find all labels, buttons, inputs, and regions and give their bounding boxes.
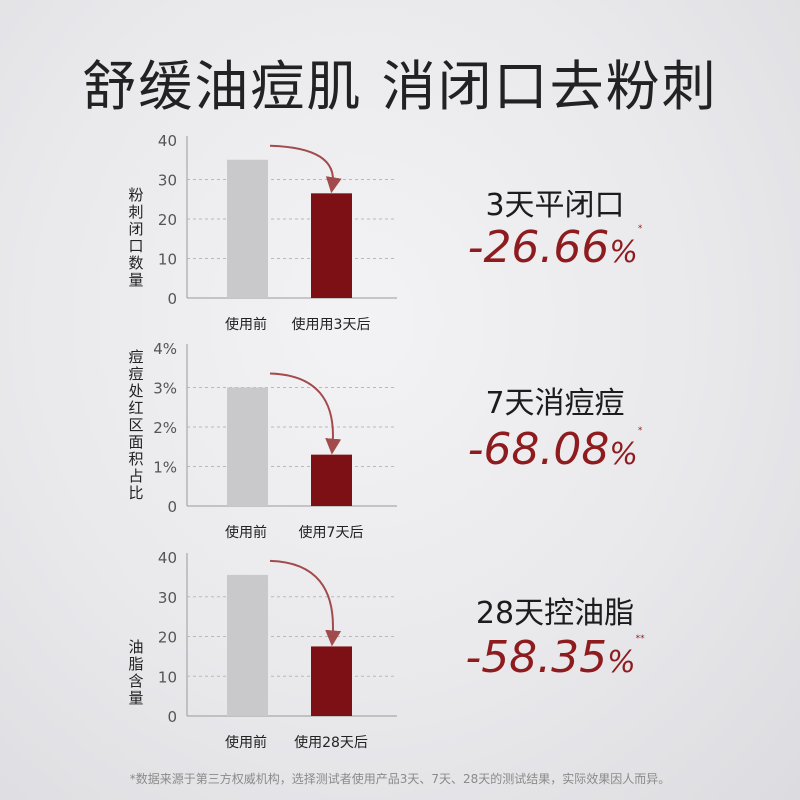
result-unit-1: %: [609, 235, 638, 270]
y-tick-label: 4%: [153, 340, 177, 358]
y-axis-label-char: 油: [128, 638, 143, 656]
result-label-3: 28天控油脂: [475, 596, 635, 631]
result-unit-3: %: [607, 645, 636, 680]
bar-before-2: [227, 387, 268, 506]
result-label-2: 7天消痘痘: [485, 386, 625, 421]
result-number-3: -58.35: [465, 632, 608, 683]
category-label: 使用用3天后: [292, 316, 371, 333]
result-unit-2: %: [609, 437, 638, 472]
y-axis-label-char: 粉: [128, 186, 143, 204]
y-axis-label-char: 占: [128, 467, 143, 485]
bar-before-3: [227, 574, 268, 716]
result-value-1: -26.66%*: [395, 222, 715, 273]
bar-after-1: [311, 193, 352, 298]
footnote: *数据来源于第三方权威机构，选择测试者使用产品3天、7天、28天的测试结果，实际…: [129, 772, 671, 786]
y-tick-label: 30: [158, 589, 177, 607]
y-axis-label-char: 痘: [128, 365, 143, 383]
category-label: 使用7天后: [299, 524, 364, 541]
result-footnote-mark-1: *: [637, 224, 643, 234]
result-value-2: -68.08%*: [395, 424, 715, 475]
y-axis-label-char: 比: [128, 484, 143, 502]
trend-arrow-2: [269, 372, 342, 455]
y-axis-label-char: 红: [128, 399, 143, 417]
bar-after-2: [311, 454, 352, 506]
y-tick-label: 10: [158, 668, 177, 686]
y-axis-label-char: 闭: [128, 220, 143, 238]
bar-after-3: [311, 646, 352, 716]
y-axis-label-char: 口: [128, 237, 143, 255]
y-tick-label: 3%: [153, 380, 177, 398]
y-axis-label-char: 量: [128, 271, 143, 289]
result-value-3: -58.35%**: [395, 632, 715, 683]
y-tick-label: 1%: [153, 459, 177, 477]
y-tick-label: 40: [158, 132, 177, 150]
y-axis-label-char: 含: [128, 672, 143, 690]
trend-arrow-1: [269, 144, 342, 194]
y-tick-label: 2%: [153, 419, 177, 437]
y-axis-label-char: 痘: [128, 348, 143, 366]
category-label: 使用前: [225, 524, 267, 541]
result-label-1: 3天平闭口: [485, 188, 625, 223]
y-tick-label: 40: [158, 549, 177, 567]
y-tick-label: 0: [167, 498, 177, 516]
y-axis-label-char: 刺: [128, 203, 143, 221]
bar-before-1: [227, 159, 268, 298]
y-tick-label: 20: [158, 629, 177, 647]
y-tick-label: 30: [158, 172, 177, 190]
category-label: 使用前: [225, 316, 267, 333]
page-title: 舒缓油痘肌 消闭口去粉刺: [82, 55, 718, 118]
y-axis-label-char: 数: [128, 254, 143, 272]
y-axis-label-char: 处: [128, 382, 143, 400]
trend-arrow-3: [269, 559, 342, 647]
category-label: 使用28天后: [294, 734, 368, 751]
y-axis-label-char: 量: [128, 689, 143, 707]
y-tick-label: 20: [158, 211, 177, 229]
result-number-2: -68.08: [467, 424, 610, 475]
y-tick-label: 10: [158, 251, 177, 269]
result-number-1: -26.66: [467, 222, 610, 273]
y-axis-label-char: 积: [128, 450, 143, 468]
result-footnote-mark-3: **: [635, 634, 645, 644]
category-label: 使用前: [225, 734, 267, 751]
result-footnote-mark-2: *: [637, 426, 643, 436]
y-tick-label: 0: [167, 290, 177, 308]
y-axis-label-char: 脂: [128, 655, 143, 673]
y-axis-label-char: 区: [128, 416, 143, 434]
y-tick-label: 0: [167, 708, 177, 726]
y-axis-label-char: 面: [128, 433, 143, 451]
